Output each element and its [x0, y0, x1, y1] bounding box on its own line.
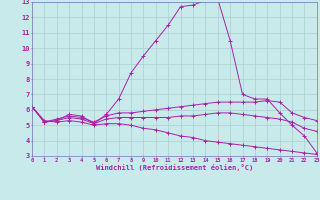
X-axis label: Windchill (Refroidissement éolien,°C): Windchill (Refroidissement éolien,°C) — [96, 164, 253, 171]
